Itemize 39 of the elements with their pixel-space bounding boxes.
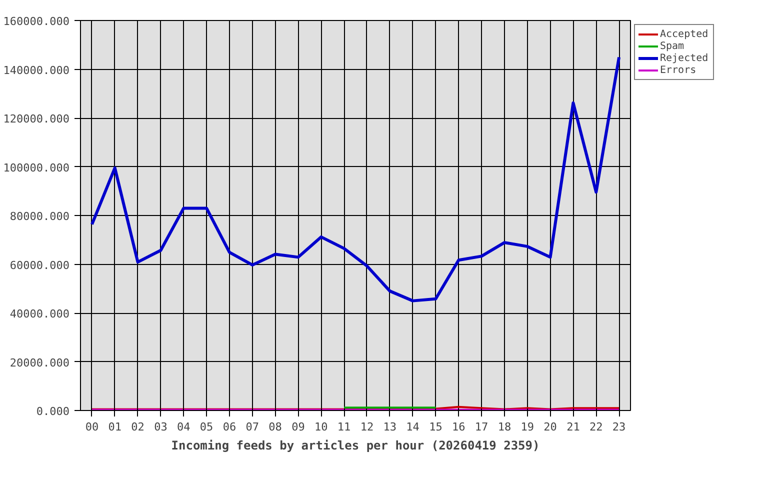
x-tick-label: 22 — [590, 420, 603, 434]
x-tick-label: 19 — [520, 420, 534, 434]
x-tick-label: 03 — [154, 420, 168, 434]
y-tick-label: 0.000 — [36, 405, 70, 418]
x-tick-label: 07 — [246, 420, 259, 434]
x-tick-label: 10 — [314, 420, 328, 434]
x-tick-label: 17 — [474, 420, 488, 434]
x-tick-label: 04 — [177, 420, 191, 434]
x-tick-label: 14 — [406, 420, 420, 434]
x-tick-label: 02 — [131, 420, 144, 434]
legend-label: Spam — [660, 40, 686, 52]
x-tick-label: 09 — [292, 420, 305, 434]
x-tick-label: 05 — [200, 420, 214, 434]
x-tick-label: 11 — [337, 420, 351, 434]
legend-label: Errors — [660, 64, 698, 76]
x-tick-label: 18 — [498, 420, 512, 434]
x-tick-label: 12 — [360, 420, 374, 434]
y-tick-label: 60000.000 — [10, 258, 70, 272]
x-tick-label: 23 — [612, 420, 626, 434]
y-tick-label: 80000.000 — [10, 210, 70, 223]
legend-label: Accepted — [660, 28, 710, 40]
y-tick-label: 160000.000 — [3, 15, 70, 28]
line-series — [90, 56, 621, 302]
x-tick-label: 13 — [383, 420, 396, 434]
x-tick-label: 06 — [222, 420, 236, 434]
y-tick-label: 20000.000 — [10, 356, 70, 370]
x-axis-title: Incoming feeds by articles per hour (20260419 2359) — [171, 438, 540, 452]
y-tick-label: 40000.000 — [10, 308, 70, 320]
x-tick-label: 00 — [85, 420, 99, 434]
x-tick-label: 15 — [429, 420, 442, 434]
x-tick-label: 21 — [566, 420, 580, 434]
legend-label: Rejected — [660, 52, 710, 64]
x-tick-label: 01 — [108, 420, 122, 434]
y-tick-label: 100000.000 — [3, 161, 70, 174]
x-tick-label: 16 — [452, 420, 466, 434]
x-tick-label: 20 — [544, 420, 557, 434]
y-tick-label: 120000.000 — [3, 112, 70, 126]
y-tick-label: 140000.000 — [3, 64, 70, 77]
x-tick-label: 08 — [268, 420, 282, 434]
